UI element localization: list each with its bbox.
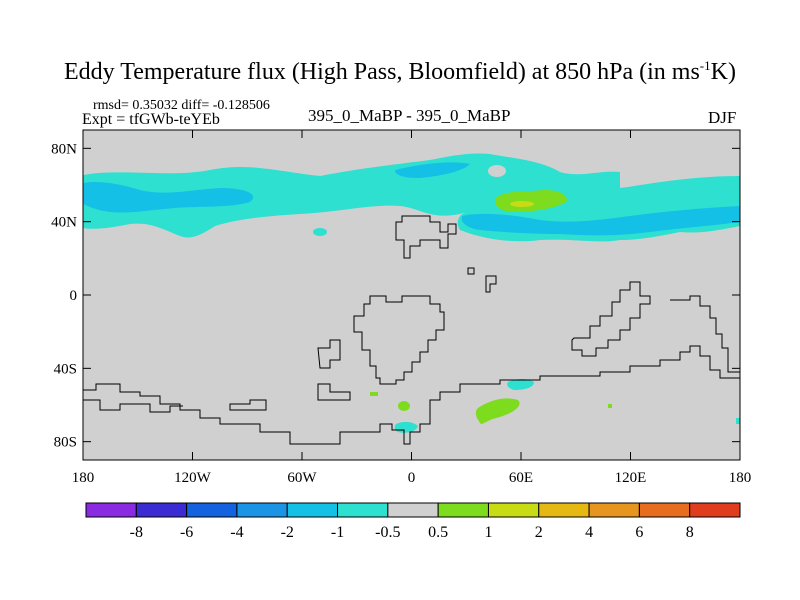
y-tick-label: 0 [70,288,78,304]
continent-outlines [83,215,740,445]
north-band-west [83,153,620,238]
coastline-west-small [317,339,341,369]
coastline-south-small [229,383,351,411]
stats-line: rmsd= 0.35032 diff= -0.128506 [93,98,270,113]
colorbar-swatch [387,502,439,518]
colorbar-label: -2 [281,524,294,541]
contour-fill-layer [83,153,740,433]
x-axis: 180 120W 60W 0 60E 120E 180 [72,130,752,486]
colorbar-swatch [638,502,691,518]
colorbar-swatch [487,502,540,518]
colorbar-swatch [236,502,288,518]
x-tick-label: 0 [408,470,416,486]
coastline-east [670,295,740,373]
colorbar-label: 6 [635,524,643,541]
colorbar-label: 0.5 [428,524,448,541]
experiment-label: Expt = tfGWb-teYEb [82,111,220,128]
south-positive-blob [475,398,520,424]
chart-title: Eddy Temperature flux (High Pass, Bloomf… [64,58,736,85]
north-core-cap [395,162,470,178]
y-tick-label: 40S [54,361,77,377]
coastline-africa [353,295,445,385]
north-isolated-blob [313,228,327,236]
colorbar-swatch [337,502,389,518]
colorbar-swatch [588,502,640,518]
colorbar-label: -1 [331,524,344,541]
colorbar-label: 2 [535,524,543,541]
north-positive-core [510,201,534,207]
y-tick-label: 80N [51,141,77,157]
colorbar-label: 4 [585,524,593,541]
north-core-east [461,206,740,236]
coastline-small [467,267,497,293]
colorbar-swatch [186,502,238,518]
x-tick-label: 180 [729,470,752,486]
colorbar-label: -4 [230,524,243,541]
north-positive-blob [494,190,567,212]
y-axis: 80N 40N 0 40S 80S [51,141,740,451]
x-tick-label: 60E [509,470,533,486]
colorbar-swatch [437,502,489,518]
colorbar-label: 1 [484,524,492,541]
colorbar-swatch [538,502,590,518]
x-tick-label: 60W [287,470,317,486]
y-tick-label: 80S [54,435,77,451]
coastline-north [395,215,457,259]
coastline-south-pacific [83,399,183,413]
north-hole [488,165,506,177]
colorbar-swatch [689,502,741,518]
season-label: DJF [708,108,737,127]
south-positive-speck [608,404,612,408]
colorbar-swatch [286,502,339,518]
east-edge-speck [736,418,740,424]
colorbar-swatch [135,502,188,518]
coastline-antarctic [83,345,740,445]
south-negative-blob [507,379,534,390]
colorbar-label: -6 [180,524,193,541]
y-tick-label: 40N [51,215,77,231]
colorbar-label: 8 [686,524,694,541]
comparison-label: 395_0_MaBP - 395_0_MaBP [308,106,511,125]
north-core-west [83,181,254,213]
south-negative-speck [370,392,378,396]
x-tick-label: 120W [174,470,212,486]
x-tick-label: 180 [72,470,95,486]
coastline-central [571,281,651,357]
colorbar-label: -8 [130,524,143,541]
x-tick-label: 120E [615,470,647,486]
colorbar-label: -0.5 [375,524,400,541]
colorbar-swatch [85,502,137,518]
colorbar: -8 -6 -4 -2 -1 -0.5 0.5 1 2 4 6 8 [85,502,741,541]
south-positive-small [398,401,410,411]
